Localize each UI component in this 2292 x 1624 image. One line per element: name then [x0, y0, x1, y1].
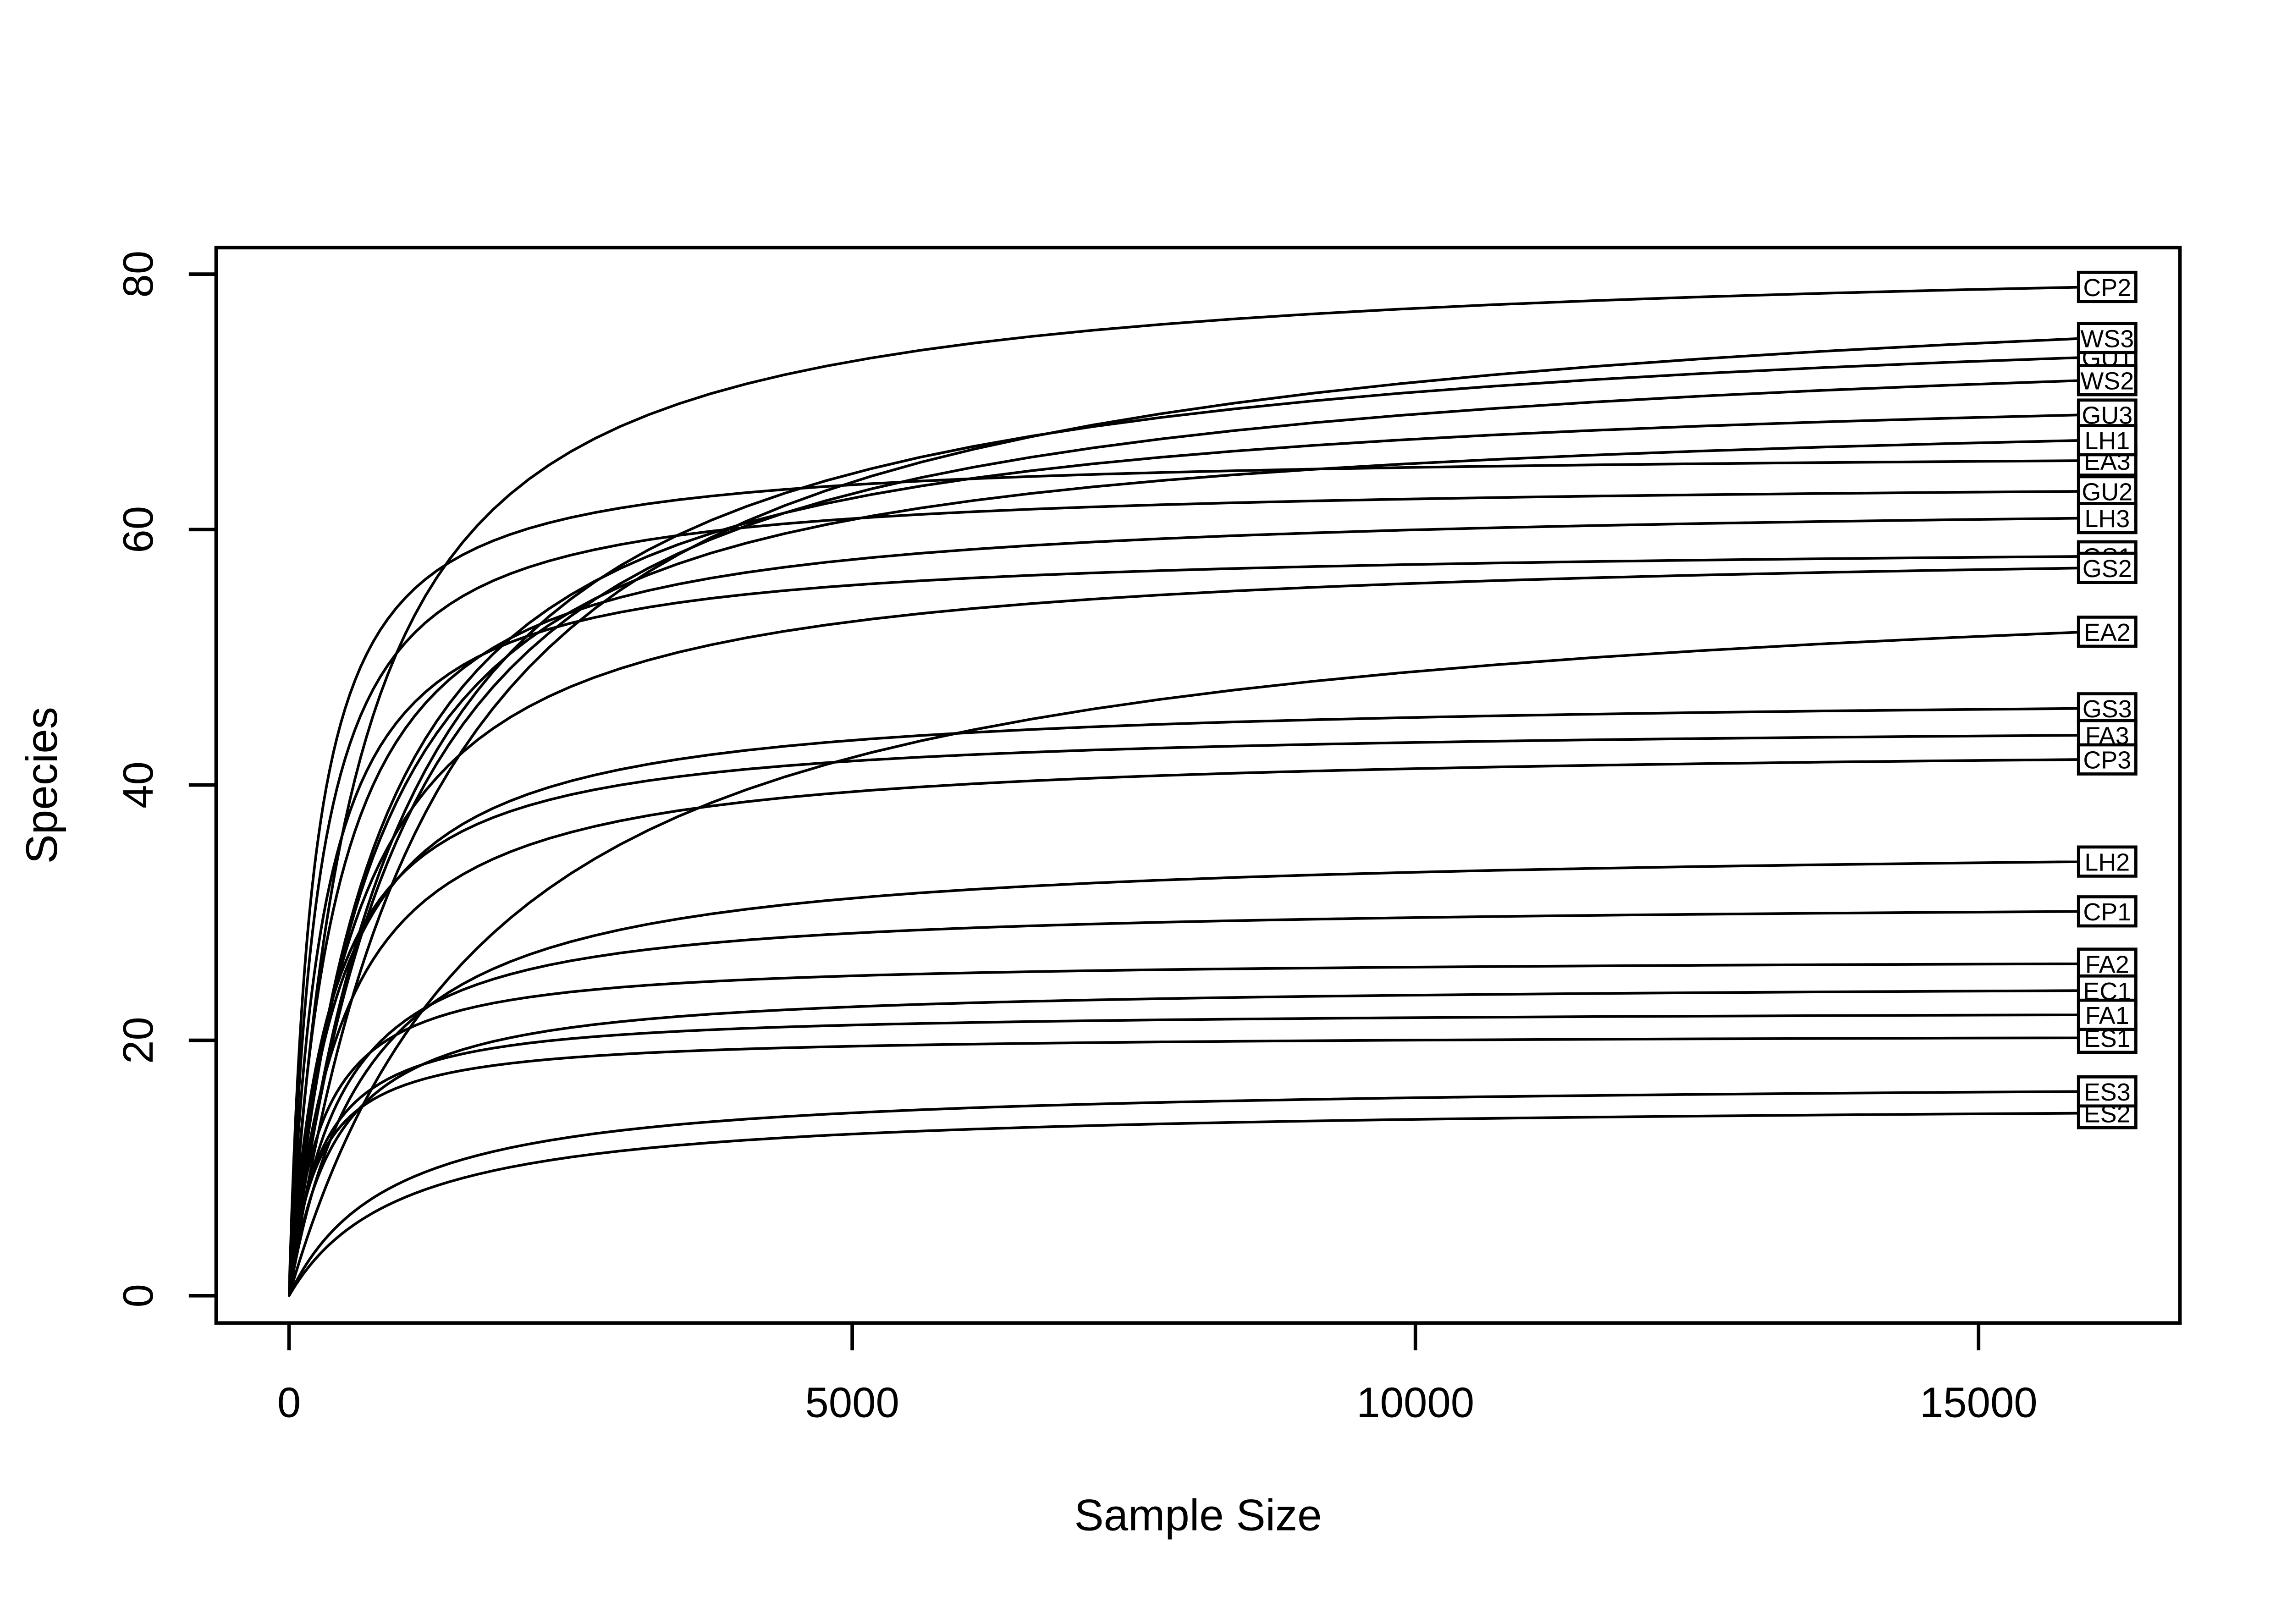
site-label-LH2: LH2 [2077, 845, 2138, 878]
axes-layer: 0 5000 10000 15000 0 20 40 60 80 [114, 251, 2038, 1426]
rarefaction-curve-ES2 [287, 1112, 2093, 1297]
y-axis-tick-label: 20 [114, 1017, 162, 1064]
x-axis-tick-label: 10000 [1356, 1379, 1474, 1426]
site-label-box [2077, 551, 2138, 584]
rarefaction-curve-CP2 [287, 286, 2093, 1295]
rarefaction-curve-EA3 [287, 459, 2093, 1294]
site-label-GU2: GU2 [2077, 475, 2138, 507]
y-axis-tick-label: 0 [114, 1284, 162, 1307]
rarefaction-curve-EC1 [287, 989, 2093, 1297]
rarefaction-curve-ES1 [287, 1036, 2093, 1296]
site-label-text: CP2 [2083, 274, 2131, 302]
site-label-LH1: LH1 [2077, 424, 2138, 457]
site-label-text: GU2 [2082, 479, 2132, 506]
site-label-box [2077, 364, 2138, 396]
site-label-box [2077, 270, 2138, 303]
x-axis-tick-label: 5000 [805, 1379, 899, 1426]
site-label-box [2077, 322, 2138, 354]
site-label-text: CP3 [2083, 747, 2131, 774]
site-label-text: FA1 [2085, 1002, 2129, 1029]
rarefaction-curve-LH3 [287, 517, 2093, 1295]
rarefaction-curve-CP3 [287, 758, 2093, 1296]
rarefaction-curve-FA2 [287, 962, 2093, 1296]
y-axis-tick-label: 60 [114, 506, 162, 553]
rarefaction-curve-GS2 [287, 566, 2093, 1296]
site-label-box [2077, 743, 2138, 776]
site-label-FA2: FA2 [2077, 947, 2138, 980]
x-axis-tick-label: 15000 [1920, 1379, 2038, 1426]
site-label-text: LH2 [2084, 849, 2130, 876]
site-label-box [2077, 895, 2138, 928]
site-label-text: ES3 [2084, 1079, 2131, 1106]
x-axis-tick-label: 0 [277, 1379, 301, 1426]
rarefaction-curve-LH1 [287, 439, 2093, 1296]
x-axis-title: Sample Size [1074, 1491, 1322, 1540]
site-label-box [2077, 616, 2138, 648]
site-label-text: WS3 [2080, 325, 2134, 352]
rarefaction-curve-GU3 [287, 413, 2093, 1296]
site-label-box [2077, 998, 2138, 1031]
rarefaction-curve-FA1 [287, 1013, 2093, 1296]
site-label-LH3: LH3 [2077, 502, 2138, 534]
site-label-ES3: ES3 [2077, 1075, 2138, 1108]
site-label-text: LH3 [2084, 505, 2130, 533]
site-label-WS3: WS3 [2077, 322, 2138, 354]
site-label-box [2077, 424, 2138, 457]
site-label-CP2: CP2 [2077, 270, 2138, 303]
y-axis-tick-label: 40 [114, 761, 162, 809]
site-label-text: WS2 [2080, 367, 2134, 395]
y-axis-title: Species [17, 707, 66, 864]
site-label-text: FA2 [2085, 951, 2129, 978]
rarefaction-curve-GS1 [287, 555, 2093, 1295]
rarefaction-curve-GU2 [287, 490, 2093, 1294]
y-axis-tick-label: 80 [114, 251, 162, 298]
site-label-WS2: WS2 [2077, 364, 2138, 396]
site-label-CP1: CP1 [2077, 895, 2138, 928]
site-label-box [2077, 1075, 2138, 1108]
rarefaction-curve-LH2 [287, 860, 2093, 1297]
site-label-FA1: FA1 [2077, 998, 2138, 1031]
site-label-text: GS2 [2083, 555, 2132, 583]
site-label-EA2: EA2 [2077, 616, 2138, 648]
rarefaction-curve-GU1 [287, 356, 2093, 1296]
site-label-text: LH1 [2084, 427, 2130, 455]
site-label-box [2077, 502, 2138, 534]
rarefaction-curve-WS3 [287, 336, 2093, 1297]
site-label-text: GS3 [2083, 695, 2132, 723]
site-label-box [2077, 845, 2138, 878]
site-label-GS3: GS3 [2077, 692, 2138, 725]
site-label-box [2077, 692, 2138, 725]
site-labels-layer: GU1EA3GS1ES1ES2CP2WS3WS2GU3LH1GU2LH3GS2E… [2077, 270, 2138, 1129]
site-label-text: EA2 [2084, 619, 2131, 646]
site-label-CP3: CP3 [2077, 743, 2138, 776]
curves-layer [287, 286, 2093, 1297]
site-label-text: CP1 [2083, 898, 2131, 926]
site-label-GS2: GS2 [2077, 551, 2138, 584]
